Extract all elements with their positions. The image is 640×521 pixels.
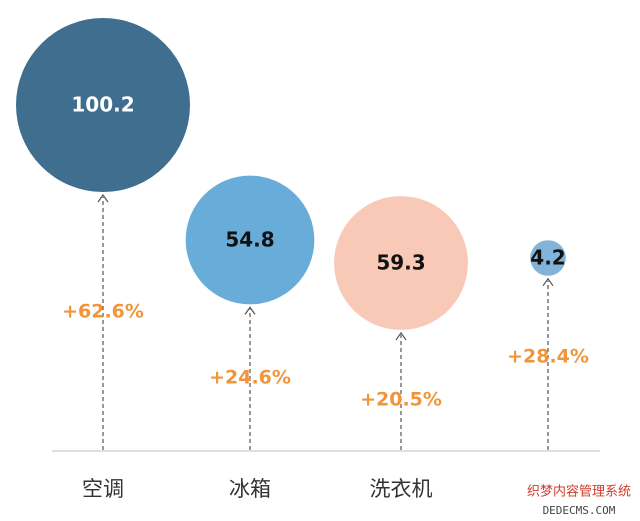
bubble-label: 59.3 (376, 251, 425, 275)
category-label: 冰箱 (229, 477, 271, 501)
arrow-head (244, 306, 256, 315)
arrow-head (97, 193, 109, 203)
watermark-title: 织梦内容管理系统 (527, 484, 631, 500)
bubble-label: 54.8 (225, 228, 274, 252)
arrow-head (542, 277, 554, 287)
growth-label: +28.4% (507, 346, 589, 368)
bubble-label: 4.2 (530, 246, 565, 270)
bubble (16, 18, 190, 192)
watermark-site: DEDECMS.COM (543, 504, 616, 517)
growth-label: +24.6% (209, 367, 291, 389)
bubble (530, 240, 566, 276)
category-label: 空调 (82, 477, 124, 501)
bubble (185, 175, 315, 305)
growth-label: +62.6% (62, 301, 144, 323)
watermark-bg (518, 478, 640, 521)
bubble (334, 196, 468, 330)
arrow-head (395, 331, 407, 341)
category-label: 洗衣机 (370, 477, 433, 501)
bubble-label: 100.2 (71, 93, 134, 117)
growth-label: +20.5% (360, 389, 442, 411)
